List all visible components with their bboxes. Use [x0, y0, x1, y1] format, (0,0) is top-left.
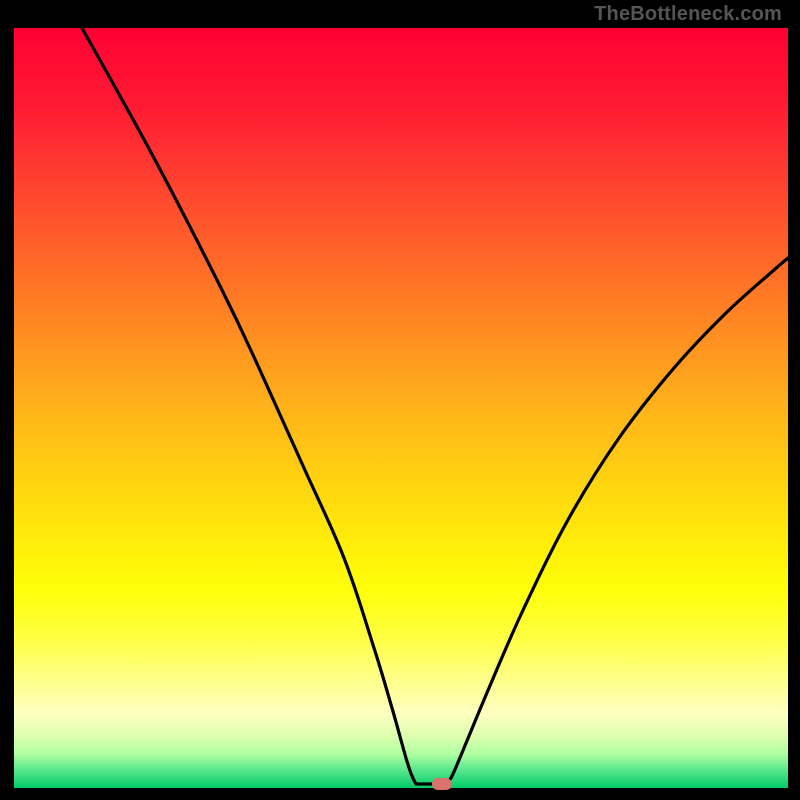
optimal-point-marker — [432, 778, 452, 790]
chart-container: TheBottleneck.com — [0, 0, 800, 800]
watermark-text: TheBottleneck.com — [594, 3, 782, 26]
curve-layer — [14, 28, 788, 788]
bottleneck-curve — [82, 28, 788, 784]
plot-area — [14, 28, 788, 788]
